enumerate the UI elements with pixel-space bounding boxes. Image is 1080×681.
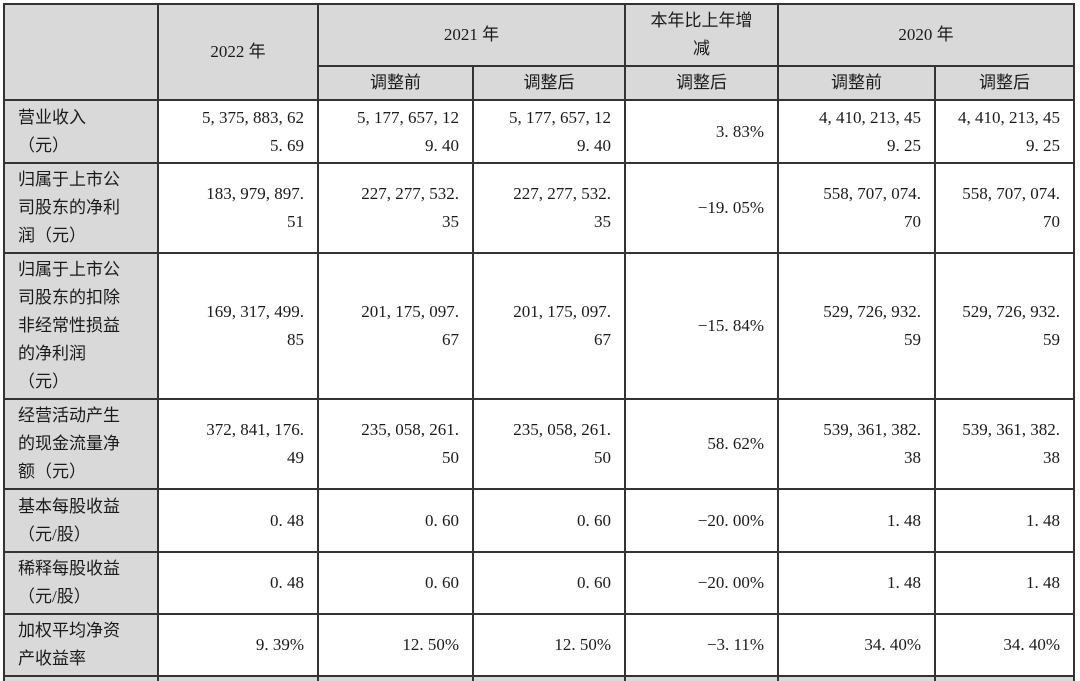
row-label: 加权平均净资 产收益率 — [3, 613, 159, 677]
header-row-years: 2022 年 2021 年 本年比上年增 减 2020 年 — [3, 3, 1075, 101]
cell-2021-post: 0. 60 — [472, 488, 626, 553]
partial-cell — [472, 675, 626, 681]
cell-change: −20. 00% — [624, 488, 779, 553]
cell-2021-pre: 0. 60 — [317, 488, 474, 553]
partial-cell — [157, 675, 319, 681]
financial-summary-table: 2022 年 2021 年 本年比上年增 减 2020 年 调整前 调整后 调整… — [3, 3, 1075, 681]
cell-change: 58. 62% — [624, 398, 779, 490]
cell-2022: 0. 48 — [157, 488, 319, 553]
table-row-net-profit: 归属于上市公 司股东的净利 润（元） 183, 979, 897. 51 227… — [3, 162, 1075, 254]
cell-2022: 9. 39% — [157, 613, 319, 677]
partial-cell — [934, 675, 1075, 681]
partial-cell — [624, 675, 779, 681]
cell-2022: 183, 979, 897. 51 — [157, 162, 319, 254]
cell-2021-pre: 235, 058, 261. 50 — [317, 398, 474, 490]
header-2022: 2022 年 — [157, 3, 319, 101]
cell-change: −15. 84% — [624, 252, 779, 400]
table-row-partial — [3, 675, 1075, 681]
partial-cell — [317, 675, 474, 681]
row-label: 经营活动产生 的现金流量净 额（元） — [3, 398, 159, 490]
cell-2022: 169, 317, 499. 85 — [157, 252, 319, 400]
header-2020-post: 调整后 — [934, 65, 1075, 101]
partial-cell — [3, 675, 159, 681]
row-label: 归属于上市公 司股东的扣除 非经常性损益 的净利润 （元） — [3, 252, 159, 400]
cell-2020-pre: 539, 361, 382. 38 — [777, 398, 936, 490]
cell-2020-pre: 1. 48 — [777, 551, 936, 615]
cell-2020-post: 558, 707, 074. 70 — [934, 162, 1075, 254]
cell-2020-post: 529, 726, 932. 59 — [934, 252, 1075, 400]
table-row-weighted-roe: 加权平均净资 产收益率 9. 39% 12. 50% 12. 50% −3. 1… — [3, 613, 1075, 677]
cell-change: 3. 83% — [624, 99, 779, 164]
cell-2021-pre: 5, 177, 657, 12 9. 40 — [317, 99, 474, 164]
cell-2021-pre: 227, 277, 532. 35 — [317, 162, 474, 254]
header-change-post: 调整后 — [624, 65, 779, 101]
cell-2022: 0. 48 — [157, 551, 319, 615]
cell-2020-post: 4, 410, 213, 45 9. 25 — [934, 99, 1075, 164]
cell-2021-post: 235, 058, 261. 50 — [472, 398, 626, 490]
header-row-adjust: 调整前 调整后 调整后 调整前 调整后 — [4, 65, 1075, 101]
header-2021-pre: 调整前 — [317, 65, 474, 101]
cell-2020-pre: 1. 48 — [777, 488, 936, 553]
cell-2022: 372, 841, 176. 49 — [157, 398, 319, 490]
table-row-revenue: 营业收入 （元） 5, 375, 883, 62 5. 69 5, 177, 6… — [3, 99, 1075, 164]
cell-2021-post: 201, 175, 097. 67 — [472, 252, 626, 400]
header-2021: 2021 年 — [317, 3, 626, 67]
header-change: 本年比上年增 减 — [624, 3, 779, 67]
partial-cell — [777, 675, 936, 681]
cell-2022: 5, 375, 883, 62 5. 69 — [157, 99, 319, 164]
table-row-deducted-net-profit: 归属于上市公 司股东的扣除 非经常性损益 的净利润 （元） 169, 317, … — [3, 252, 1075, 400]
cell-2020-post: 34. 40% — [934, 613, 1075, 677]
cell-2020-pre: 558, 707, 074. 70 — [777, 162, 936, 254]
cell-2020-post: 539, 361, 382. 38 — [934, 398, 1075, 490]
cell-change: −20. 00% — [624, 551, 779, 615]
cell-2021-pre: 12. 50% — [317, 613, 474, 677]
cell-2021-post: 227, 277, 532. 35 — [472, 162, 626, 254]
cell-2021-post: 12. 50% — [472, 613, 626, 677]
table-row-diluted-eps: 稀释每股收益 （元/股） 0. 48 0. 60 0. 60 −20. 00% … — [3, 551, 1075, 615]
row-label: 稀释每股收益 （元/股） — [3, 551, 159, 615]
cell-2021-pre: 0. 60 — [317, 551, 474, 615]
table-row-operating-cash-flow: 经营活动产生 的现金流量净 额（元） 372, 841, 176. 49 235… — [3, 398, 1075, 490]
cell-2020-post: 1. 48 — [934, 488, 1075, 553]
cell-change: −3. 11% — [624, 613, 779, 677]
cell-2020-pre: 529, 726, 932. 59 — [777, 252, 936, 400]
cell-2020-pre: 4, 410, 213, 45 9. 25 — [777, 99, 936, 164]
row-label: 营业收入 （元） — [3, 99, 159, 164]
header-corner-cell — [3, 3, 159, 101]
header-2020: 2020 年 — [777, 3, 1075, 67]
cell-2020-pre: 34. 40% — [777, 613, 936, 677]
row-label: 基本每股收益 （元/股） — [3, 488, 159, 553]
header-2021-post: 调整后 — [472, 65, 626, 101]
cell-2020-post: 1. 48 — [934, 551, 1075, 615]
cell-change: −19. 05% — [624, 162, 779, 254]
cell-2021-post: 5, 177, 657, 12 9. 40 — [472, 99, 626, 164]
row-label: 归属于上市公 司股东的净利 润（元） — [3, 162, 159, 254]
cell-2021-post: 0. 60 — [472, 551, 626, 615]
cell-2021-pre: 201, 175, 097. 67 — [317, 252, 474, 400]
header-2020-pre: 调整前 — [777, 65, 936, 101]
table-row-basic-eps: 基本每股收益 （元/股） 0. 48 0. 60 0. 60 −20. 00% … — [3, 488, 1075, 553]
